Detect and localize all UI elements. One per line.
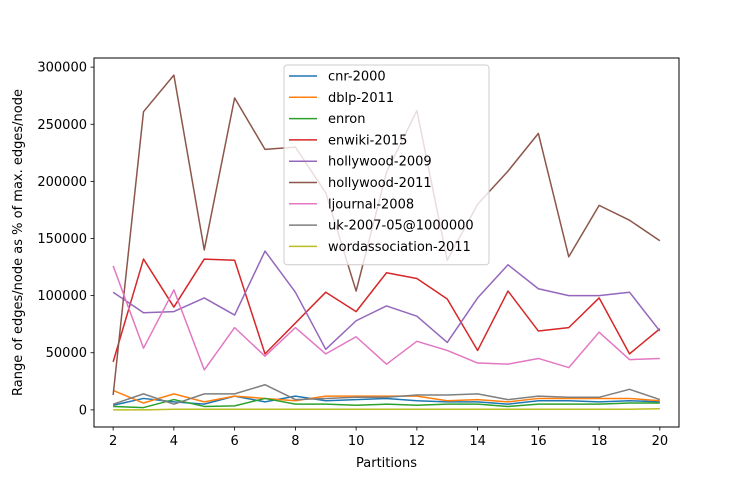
legend-label: dblp-2011 <box>328 91 394 106</box>
x-tick-label: 12 <box>409 434 426 449</box>
x-axis-ticks: 2 4 6 8 10 12 14 16 18 20 <box>109 427 668 449</box>
legend-label: wordassociation-2011 <box>328 240 471 255</box>
x-tick-label: 2 <box>109 434 117 449</box>
legend-label: uk-2007-05@1000000 <box>328 219 474 234</box>
y-tick-label: 200000 <box>37 175 87 190</box>
series-line-dblp-2011 <box>112 389 660 404</box>
x-tick-label: 18 <box>591 434 608 449</box>
series-line-enwiki-2015 <box>112 258 661 363</box>
legend-label: hollywood-2009 <box>328 155 432 170</box>
legend: cnr-2000 dblp-2011 enron enwiki-2015 hollywo… <box>283 64 490 266</box>
y-axis-ticks: 0 50000 100000 150000 200000 250000 300000 <box>37 61 94 418</box>
x-axis-title: Partitions <box>356 456 417 471</box>
x-tick-label: 8 <box>291 434 299 449</box>
x-tick-label: 20 <box>652 434 669 449</box>
legend-label: ljournal-2008 <box>328 197 414 212</box>
legend-label: hollywood-2011 <box>328 176 432 191</box>
series-line-enron <box>113 397 660 409</box>
legend-box <box>283 64 490 266</box>
legend-label: enron <box>328 112 366 127</box>
x-tick-label: 14 <box>469 434 486 449</box>
series-line-ljournal-2008 <box>112 265 660 371</box>
x-tick-label: 10 <box>348 434 365 449</box>
x-tick-label: 16 <box>530 434 547 449</box>
y-axis-title: Range of edges/node as % of max. edges/n… <box>11 89 26 396</box>
series-line-hollywood-2009 <box>112 250 661 351</box>
x-tick-label: 6 <box>230 434 238 449</box>
series-line-uk-2007-05@1000000 <box>112 383 661 405</box>
y-tick-label: 50000 <box>46 346 87 361</box>
y-tick-label: 0 <box>79 403 87 418</box>
x-tick-label: 4 <box>170 434 178 449</box>
y-tick-label: 150000 <box>37 232 87 247</box>
legend-label: cnr-2000 <box>328 70 386 85</box>
legend-label: enwiki-2015 <box>328 133 407 148</box>
y-tick-label: 100000 <box>37 289 87 304</box>
series-line-wordassociation-2011 <box>113 407 660 411</box>
plot-frame <box>93 57 680 428</box>
y-tick-label: 250000 <box>37 118 87 133</box>
series-line-cnr-2000 <box>112 395 660 407</box>
y-tick-label: 300000 <box>37 61 87 76</box>
